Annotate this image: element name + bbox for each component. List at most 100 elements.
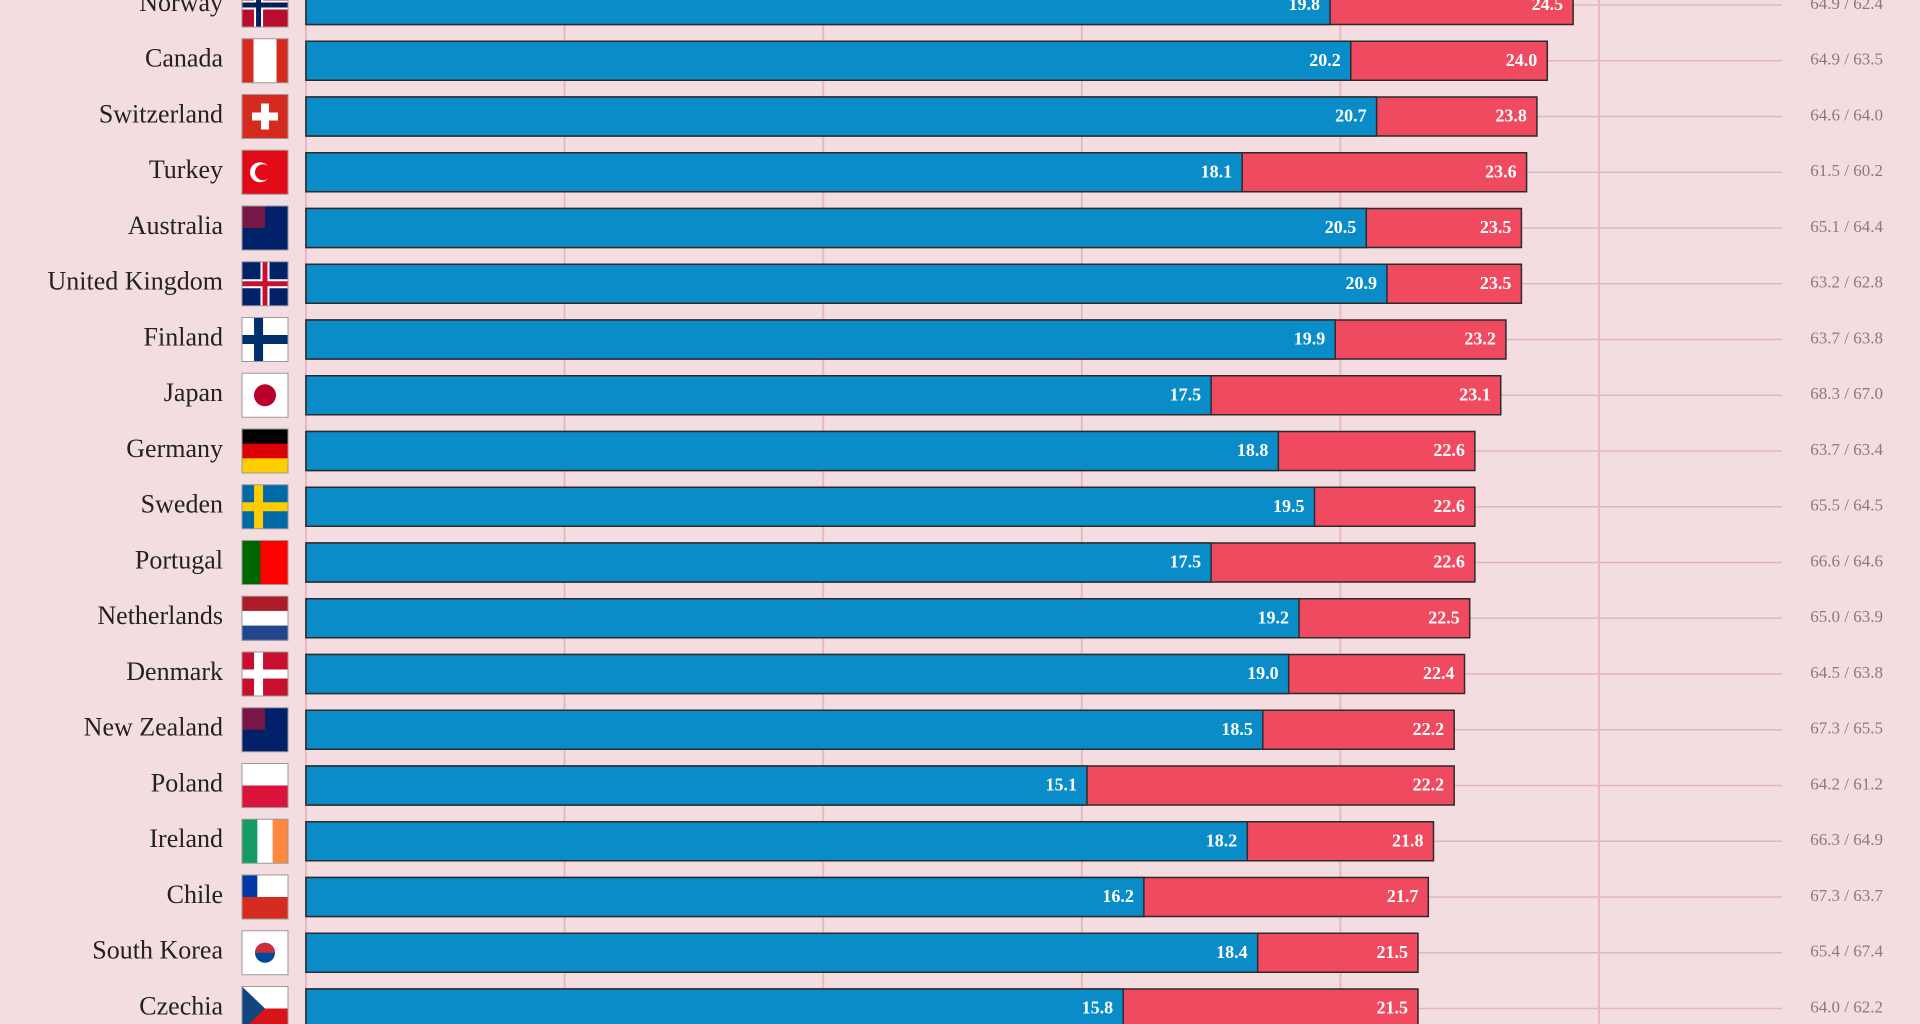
flag-cross (242, 669, 288, 679)
bar (305, 375, 1212, 416)
flag-cross (256, 0, 262, 27)
flag (241, 651, 289, 697)
value-label: 23.1 (1459, 384, 1491, 404)
category-label: Sweden (141, 490, 223, 519)
category-label: New Zealand (84, 713, 223, 742)
flag-border (241, 317, 289, 362)
flag (241, 540, 289, 585)
side-label: 64.6 / 64.0 (1810, 105, 1883, 124)
bar (305, 932, 1259, 973)
side-label: 66.6 / 64.6 (1810, 551, 1883, 570)
bar (305, 430, 1280, 472)
flag-stripe (260, 540, 271, 585)
flag-stripe (242, 819, 258, 864)
side-label: 65.1 / 64.4 (1810, 217, 1883, 236)
flag (241, 149, 289, 195)
value-label: 22.6 (1433, 552, 1465, 572)
value-label: 18.1 (1201, 161, 1233, 181)
flag-stripe (242, 625, 288, 641)
flag-stripe (242, 897, 288, 920)
bar (305, 821, 1249, 862)
bar (305, 319, 1336, 360)
side-label: 65.5 / 64.5 (1810, 496, 1883, 515)
flag (241, 595, 289, 641)
flag-stripe (242, 540, 252, 585)
value-label: 20.7 (1335, 106, 1367, 126)
bar (305, 988, 1124, 1024)
flag-stripe (242, 610, 288, 627)
bar (305, 542, 1212, 583)
flag-stripe (242, 596, 288, 612)
flag-border (241, 651, 289, 697)
category-label: Poland (151, 768, 223, 797)
flag (241, 261, 289, 307)
side-label: 64.9 / 63.5 (1810, 50, 1883, 69)
flag-border (241, 38, 289, 84)
value-label: 21.8 (1392, 830, 1424, 850)
bar (305, 486, 1316, 527)
flag-stripe (257, 819, 274, 864)
category-label: Turkey (149, 155, 223, 184)
value-label: 19.0 (1247, 663, 1279, 683)
flag-border (241, 261, 289, 307)
bar (305, 598, 1300, 639)
flag-cross (252, 112, 278, 121)
value-label: 20.2 (1309, 50, 1341, 70)
bar (305, 765, 1088, 806)
side-label: 64.2 / 61.2 (1810, 774, 1883, 793)
flag-border (241, 149, 289, 195)
flag-stripe (269, 540, 280, 585)
value-label: 19.9 (1294, 329, 1326, 349)
bar (305, 709, 1264, 750)
value-label: 22.6 (1433, 440, 1465, 460)
side-label: 63.7 / 63.4 (1810, 440, 1883, 459)
value-label: 24.0 (1506, 50, 1538, 70)
category-label: United Kingdom (48, 267, 224, 296)
category-label: Denmark (126, 657, 223, 686)
flag (241, 0, 289, 28)
category-label: Australia (128, 211, 224, 240)
flag-stripe (242, 38, 254, 83)
value-label: 18.2 (1206, 830, 1238, 850)
bar (305, 152, 1243, 193)
flag-border (241, 484, 289, 530)
value-label: 23.8 (1495, 106, 1527, 126)
side-label: 68.3 / 67.0 (1810, 384, 1883, 403)
category-label: Canada (145, 44, 223, 73)
flag-stripe (242, 763, 288, 786)
side-label: 67.3 / 65.5 (1810, 719, 1883, 738)
value-label: 21.5 (1376, 942, 1408, 962)
side-label: 64.9 / 62.4 (1810, 0, 1883, 13)
value-label: 24.5 (1532, 0, 1564, 14)
category-label: Germany (126, 434, 223, 463)
value-label: 22.4 (1423, 663, 1455, 683)
flag-cross (242, 281, 288, 287)
flag-border (241, 763, 289, 808)
category-label: Ireland (149, 824, 223, 853)
value-label: 15.8 (1082, 998, 1114, 1018)
value-label: 22.6 (1433, 496, 1465, 516)
value-label: 23.6 (1485, 161, 1517, 181)
category-label: Chile (167, 880, 223, 909)
value-label: 23.2 (1464, 329, 1496, 349)
value-label: 22.5 (1428, 607, 1460, 627)
flag-triangle (242, 986, 265, 1024)
value-label: 19.5 (1273, 496, 1305, 516)
category-label: Norway (139, 0, 223, 17)
bar (305, 263, 1388, 304)
side-label: 63.7 / 63.8 (1810, 328, 1883, 347)
bar (305, 96, 1378, 137)
flag-stripe (242, 443, 288, 459)
flag-disc (255, 942, 275, 953)
flag-border (241, 595, 289, 641)
bar (305, 653, 1290, 695)
flag-border (241, 707, 289, 753)
category-label: South Korea (92, 936, 223, 965)
flag-stripe (242, 458, 288, 474)
flag-canton (242, 875, 258, 897)
value-label: 16.2 (1102, 886, 1134, 906)
bar (305, 0, 1331, 26)
side-label: 63.2 / 62.8 (1810, 273, 1883, 292)
bar (305, 876, 1145, 918)
